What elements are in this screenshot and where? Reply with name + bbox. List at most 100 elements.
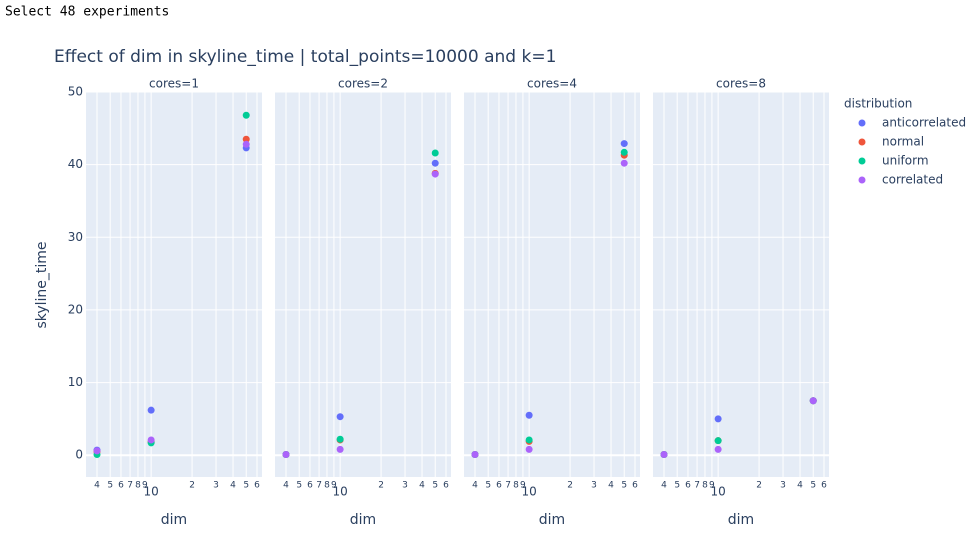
x-tick-label: 9 [142, 481, 148, 491]
x-tick-label: 6 [821, 481, 827, 491]
x-tick-label: 2 [567, 481, 573, 491]
x-tick-label: 5 [107, 481, 113, 491]
point [336, 445, 344, 453]
point [660, 450, 668, 458]
x-tick-label: 4 [797, 481, 803, 491]
point [525, 436, 533, 444]
x-axis-title: dim [161, 512, 187, 528]
x-tick-label: 6 [307, 481, 313, 491]
x-tick-label: 3 [402, 481, 408, 491]
x-tick-label: 5 [485, 481, 491, 491]
legend-label: normal [882, 135, 924, 149]
point [242, 140, 250, 148]
x-axis-title: dim [539, 512, 565, 528]
point [525, 411, 533, 419]
point [620, 140, 628, 148]
x-tick-label: 5 [432, 481, 438, 491]
x-tick-label: 4 [94, 481, 100, 491]
x-tick-label: 2 [378, 481, 384, 491]
x-axis-title: dim [350, 512, 376, 528]
point [242, 111, 250, 119]
x-tick-label: 6 [496, 481, 502, 491]
x-tick-label: 2 [189, 481, 195, 491]
point [714, 437, 722, 445]
point [336, 435, 344, 443]
y-tick-label: 10 [68, 375, 83, 389]
facet-title: cores=8 [716, 77, 766, 91]
y-axis-title: skyline_time [34, 241, 50, 328]
x-tick-label: 4 [472, 481, 478, 491]
legend-title: distribution [844, 97, 912, 111]
legend-label: anticorrelated [882, 116, 966, 130]
point [431, 159, 439, 167]
point [147, 436, 155, 444]
point [242, 135, 250, 143]
legend-marker [858, 176, 866, 184]
x-tick-label: 4 [608, 481, 614, 491]
x-tick-label: 4 [230, 481, 236, 491]
plot-area [653, 92, 829, 477]
x-tick-label: 5 [621, 481, 627, 491]
facet-title: cores=1 [149, 77, 199, 91]
legend-marker [858, 138, 866, 146]
x-tick-label: 10 [333, 485, 348, 499]
x-tick-label: 7 [505, 481, 511, 491]
x-tick-label: 10 [711, 485, 726, 499]
point [714, 415, 722, 423]
x-tick-label: 8 [135, 481, 141, 491]
x-tick-label: 8 [513, 481, 519, 491]
y-tick-label: 40 [68, 157, 83, 171]
facet-title: cores=2 [338, 77, 388, 91]
x-tick-label: 3 [780, 481, 786, 491]
header: Select 48 experiments [5, 5, 169, 20]
y-tick-label: 20 [68, 302, 83, 316]
x-tick-label: 8 [702, 481, 708, 491]
point [809, 397, 817, 405]
x-axis-title: dim [728, 512, 754, 528]
x-tick-label: 5 [810, 481, 816, 491]
legend-marker [858, 157, 866, 165]
x-tick-label: 6 [632, 481, 638, 491]
x-tick-label: 6 [254, 481, 260, 491]
x-tick-label: 5 [296, 481, 302, 491]
point [620, 148, 628, 156]
plot-area [86, 92, 262, 477]
x-tick-label: 10 [522, 485, 537, 499]
chart-title: Effect of dim in skyline_time | total_po… [54, 47, 556, 67]
x-tick-label: 6 [443, 481, 449, 491]
x-tick-label: 7 [127, 481, 133, 491]
point [147, 406, 155, 414]
point [471, 450, 479, 458]
x-tick-label: 10 [144, 485, 159, 499]
x-tick-label: 6 [685, 481, 691, 491]
plot-area [275, 92, 451, 477]
x-tick-label: 8 [324, 481, 330, 491]
point [431, 149, 439, 157]
point [431, 170, 439, 178]
point [525, 445, 533, 453]
legend-label: uniform [882, 154, 929, 168]
x-tick-label: 5 [243, 481, 249, 491]
x-tick-label: 7 [316, 481, 322, 491]
x-tick-label: 4 [661, 481, 667, 491]
point [336, 413, 344, 421]
x-tick-label: 4 [419, 481, 425, 491]
point [93, 447, 101, 455]
y-tick-label: 30 [68, 230, 83, 244]
x-tick-label: 4 [283, 481, 289, 491]
x-tick-label: 3 [213, 481, 219, 491]
y-tick-label: 0 [75, 448, 83, 462]
x-tick-label: 9 [709, 481, 715, 491]
x-tick-label: 7 [694, 481, 700, 491]
x-tick-label: 2 [756, 481, 762, 491]
point [714, 445, 722, 453]
x-tick-label: 3 [591, 481, 597, 491]
legend-label: correlated [882, 173, 943, 187]
facet-title: cores=4 [527, 77, 577, 91]
x-tick-label: 9 [520, 481, 526, 491]
legend-marker [858, 119, 866, 127]
point [282, 450, 290, 458]
point [620, 159, 628, 167]
x-tick-label: 9 [331, 481, 337, 491]
